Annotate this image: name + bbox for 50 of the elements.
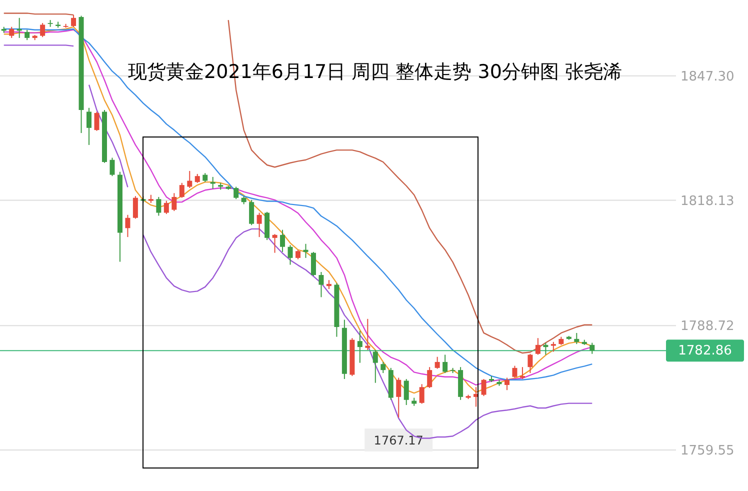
candlestick	[504, 377, 510, 391]
candlestick	[179, 182, 184, 198]
candlestick	[318, 272, 324, 298]
candlestick	[303, 243, 308, 258]
candlestick	[125, 214, 130, 238]
candlestick	[404, 378, 409, 406]
candlestick	[210, 176, 216, 190]
candlestick	[380, 361, 386, 374]
candlestick	[172, 192, 177, 212]
candlestick	[535, 338, 540, 356]
y-tick-label: 1847.30	[680, 69, 734, 84]
candlestick	[110, 157, 115, 177]
candlestick	[187, 170, 192, 189]
candlestick	[434, 356, 440, 370]
candlestick	[164, 200, 169, 215]
y-tick-label: 1818.13	[680, 194, 734, 209]
candlestick	[528, 353, 533, 374]
candlestick	[396, 377, 402, 418]
candlestick	[427, 366, 432, 388]
candlestick	[256, 212, 262, 238]
candlestick	[296, 249, 300, 260]
candlestick	[481, 378, 486, 397]
candlestick	[550, 341, 556, 352]
candlestick	[310, 251, 316, 276]
candlestick	[86, 107, 92, 146]
candlestick	[249, 199, 254, 226]
candlestick	[419, 384, 424, 404]
candlestick	[365, 318, 370, 351]
candlestick	[442, 354, 448, 374]
candlestick	[280, 229, 286, 252]
candlestick	[512, 365, 518, 378]
candlestick	[71, 14, 76, 28]
candlestick	[543, 342, 548, 356]
candlestick	[94, 111, 100, 132]
candlestick	[40, 22, 46, 38]
candlestick	[357, 330, 362, 364]
candlestick	[288, 244, 293, 266]
candlestick	[372, 350, 378, 384]
candlestick	[132, 196, 138, 220]
candlestick	[272, 234, 278, 254]
y-tick-label: 1788.72	[680, 319, 734, 334]
y-tick-label: 1759.55	[680, 444, 734, 458]
candlestick	[574, 332, 580, 345]
ref-line-label: 1782.86	[678, 344, 732, 359]
candlestick	[156, 196, 162, 216]
candlestick	[590, 342, 595, 354]
candlestick	[234, 186, 239, 200]
candlestick	[24, 29, 30, 41]
annotation: 1767.17	[374, 434, 424, 448]
candlestick	[9, 26, 14, 38]
